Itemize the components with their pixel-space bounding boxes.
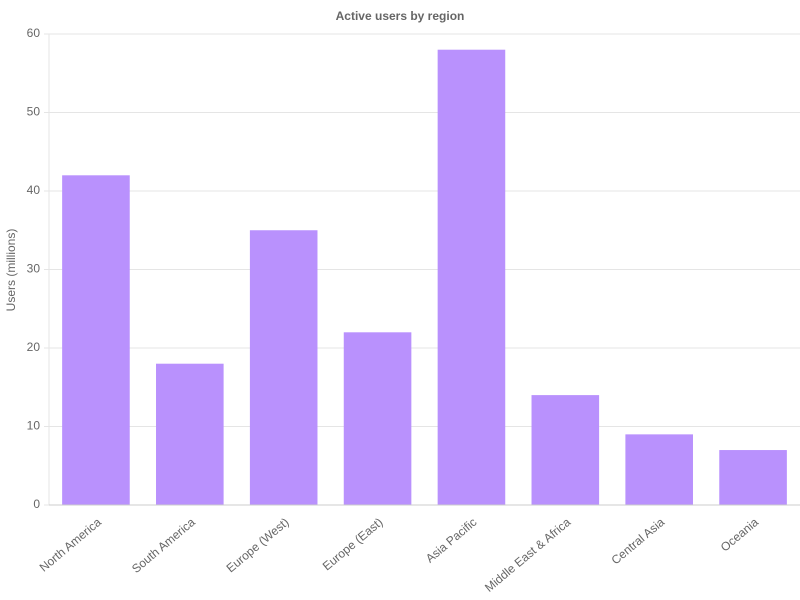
bar: [437, 49, 506, 505]
y-tick-label: 0: [33, 497, 40, 511]
bar: [343, 332, 412, 505]
bar: [625, 434, 693, 505]
y-tick-label: 10: [27, 419, 41, 433]
x-tick-label: Asia Pacific: [423, 515, 480, 566]
x-tick-label: North America: [37, 515, 104, 575]
bar: [156, 363, 224, 505]
y-tick-label: 50: [27, 105, 41, 119]
x-tick-label: Oceania: [718, 515, 761, 555]
y-tick-label: 60: [27, 26, 41, 40]
x-tick-label: Europe (West): [224, 515, 292, 575]
bar: [249, 230, 318, 505]
y-axis-label: Users (millions): [4, 229, 18, 312]
bar: [62, 175, 130, 506]
x-tick-label: Middle East & Africa: [482, 515, 574, 595]
bar: [719, 450, 787, 505]
y-tick-label: 20: [27, 340, 41, 354]
bar: [531, 395, 600, 505]
x-tick-label: Central Asia: [609, 515, 668, 568]
x-tick-label: South America: [129, 515, 198, 576]
chart-title: Active users by region: [336, 9, 465, 23]
y-tick-label: 40: [27, 183, 41, 197]
y-tick-label: 30: [27, 262, 41, 276]
x-tick-label: Europe (East): [320, 515, 386, 573]
